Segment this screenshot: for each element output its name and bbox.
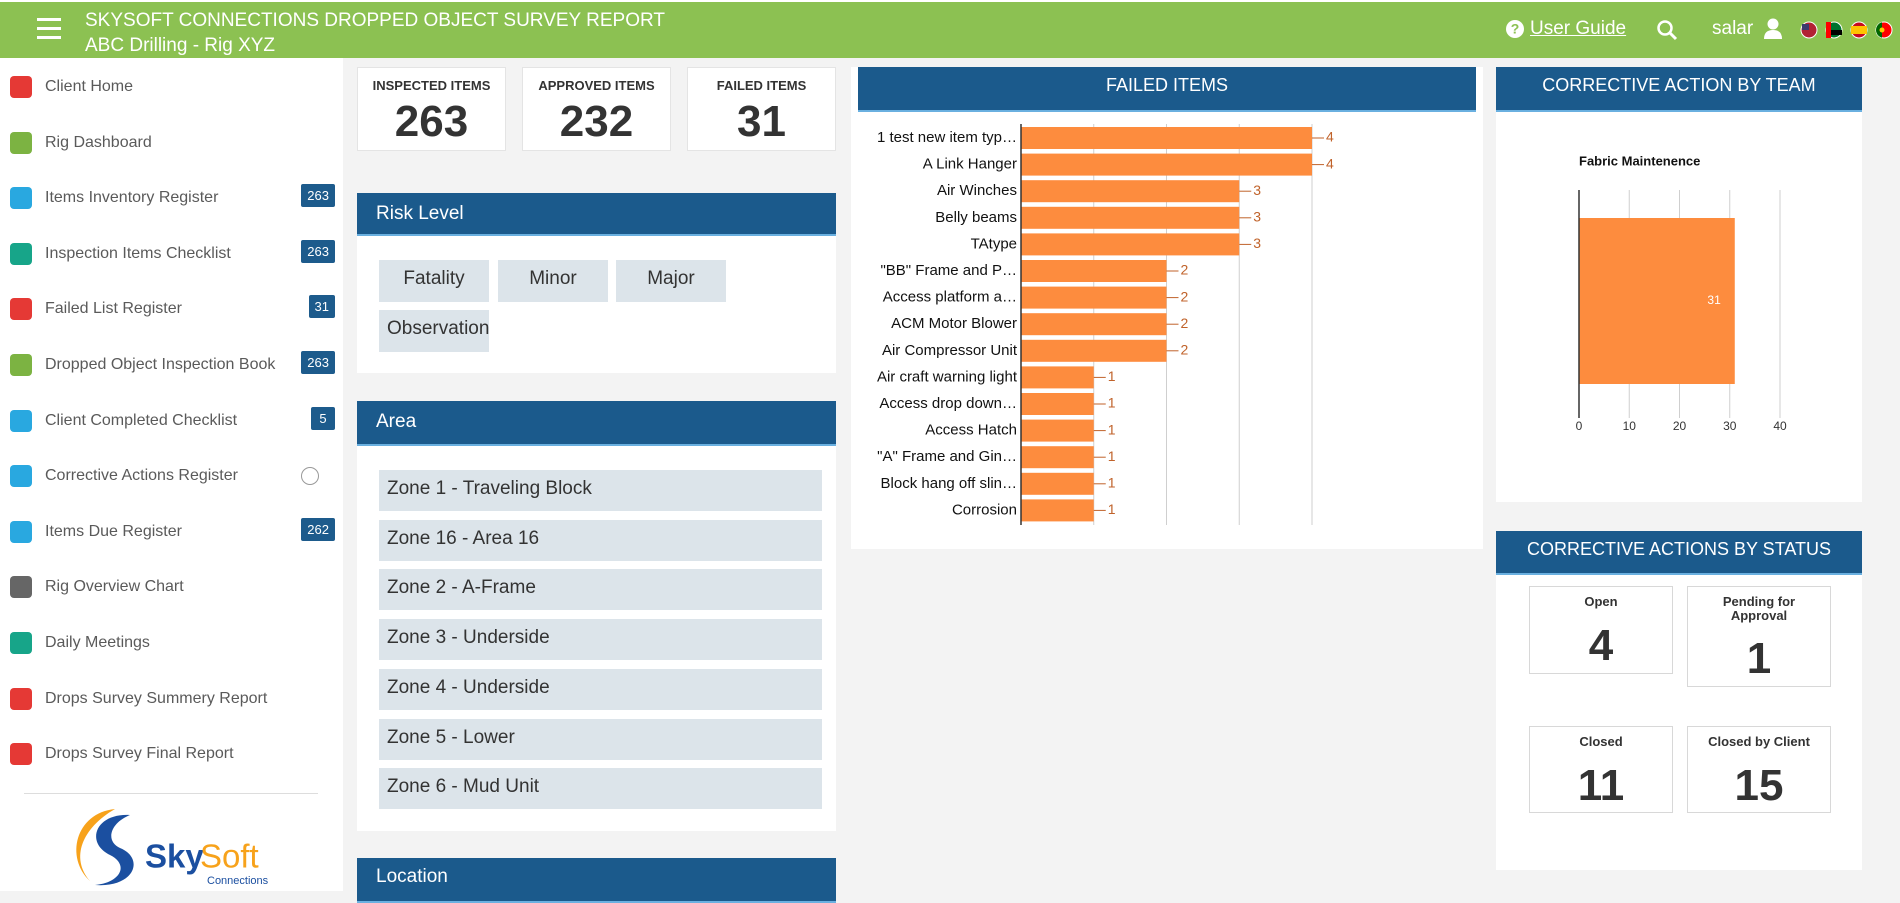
stat-value: 263	[394, 97, 469, 146]
user-name[interactable]: salar	[1712, 18, 1754, 39]
nav-label[interactable]: Rig Dashboard	[45, 133, 152, 151]
status-label: Open	[1584, 594, 1618, 609]
nav-icon	[10, 632, 32, 654]
expand-icon[interactable]	[301, 467, 319, 486]
logo: Sky Soft Connections	[76, 809, 269, 887]
area-filter[interactable]: Zone 6 - Mud Unit	[379, 768, 822, 810]
risk-filter[interactable]: Minor	[498, 260, 608, 302]
nav-icon	[10, 298, 32, 321]
status-panel: CORRECTIVE ACTIONS BY STATUS	[1496, 531, 1862, 870]
team-header: CORRECTIVE ACTION BY TEAM	[1496, 67, 1862, 112]
svg-text:?: ?	[1511, 21, 1520, 37]
nav-icon	[10, 76, 32, 98]
sidebar: Sky Soft Connections Client Home Rig Dash…	[0, 58, 343, 891]
stat-label: APPROVED ITEMS	[538, 78, 655, 93]
nav-label[interactable]: Corrective Actions Register	[45, 467, 238, 485]
area-filter[interactable]: Zone 5 - Lower	[379, 718, 822, 760]
failed-items-panel: FAILED ITEMS	[851, 67, 1483, 549]
status-value: 1	[1746, 634, 1772, 684]
menu-icon[interactable]	[37, 18, 61, 40]
status-value: 15	[1734, 760, 1784, 810]
failed-items-header: FAILED ITEMS	[858, 67, 1476, 112]
nav-label[interactable]: Rig Overview Chart	[45, 578, 184, 596]
risk-filter[interactable]: Major	[616, 260, 726, 302]
divider	[24, 793, 318, 794]
team-panel: CORRECTIVE ACTION BY TEAM	[1496, 67, 1862, 502]
risk-filter[interactable]: Fatality	[379, 260, 489, 302]
status-label: Closed by Client	[1708, 734, 1810, 749]
stat-label: FAILED ITEMS	[716, 78, 807, 93]
nav-label[interactable]: Inspection Items Checklist	[45, 244, 231, 262]
stat-label: INSPECTED ITEMS	[372, 78, 491, 93]
status-label: Closed	[1579, 734, 1623, 749]
area-panel: Area	[357, 401, 836, 831]
status-value: 4	[1588, 620, 1614, 670]
nav-label[interactable]: Drops Survey Final Report	[45, 745, 234, 763]
search-icon[interactable]	[1656, 19, 1678, 41]
nav-badge: 5	[311, 406, 335, 430]
location-header: Location	[357, 858, 836, 903]
area-filter[interactable]: Zone 16 - Area 16	[379, 519, 822, 561]
stat-card: FAILED ITEMS 31	[687, 67, 836, 151]
nav-label[interactable]: Items Inventory Register	[45, 189, 219, 207]
nav-badge: 263	[301, 184, 335, 208]
app-title: SKYSOFT CONNECTIONS DROPPED OBJECT SURVE…	[85, 10, 665, 31]
area-filter[interactable]: Zone 4 - Underside	[379, 668, 822, 710]
nav-icon	[10, 520, 32, 543]
status-card: Closed by Client 15	[1687, 726, 1831, 813]
nav-icon	[10, 187, 32, 210]
risk-filter[interactable]: Observation	[379, 310, 489, 352]
area-header: Area	[357, 401, 836, 446]
status-header: CORRECTIVE ACTIONS BY STATUS	[1496, 531, 1862, 575]
nav-icon	[10, 409, 32, 432]
nav-label[interactable]: Items Due Register	[45, 522, 182, 540]
nav-label[interactable]: Client Home	[45, 78, 134, 95]
risk-header: Risk Level	[357, 193, 836, 236]
nav-icon	[10, 576, 32, 599]
area-filter[interactable]: Zone 2 - A-Frame	[379, 569, 822, 611]
status-card: Open 4	[1529, 586, 1673, 674]
status-card: Pending for Approval 1	[1687, 586, 1831, 687]
nav-label[interactable]: Drops Survey Summery Report	[45, 689, 268, 707]
nav-badge: 31	[308, 295, 335, 319]
nav-badge: 263	[301, 351, 335, 374]
location-panel: Location	[357, 858, 836, 903]
rig-name: ABC Drilling - Rig XYZ	[85, 35, 276, 56]
status-label: Pending for Approval	[1722, 594, 1796, 623]
nav-badge: 262	[301, 517, 335, 541]
nav-label[interactable]: Daily Meetings	[45, 634, 150, 651]
stat-card: APPROVED ITEMS 232	[522, 67, 671, 151]
nav-label[interactable]: Client Completed Checklist	[45, 411, 238, 429]
nav-icon	[10, 242, 32, 265]
nav-badge: 263	[301, 239, 335, 263]
stat-value: 31	[737, 97, 786, 146]
logo-name-a: Sky	[145, 838, 204, 875]
nav-icon	[10, 131, 32, 154]
nav-icon	[10, 354, 32, 376]
language-flags[interactable]	[1800, 20, 1895, 40]
nav-icon	[10, 465, 32, 488]
nav-icon	[10, 743, 32, 766]
logo-name-b: Soft	[200, 838, 259, 875]
stat-value: 232	[559, 97, 634, 146]
status-card: Closed 11	[1529, 726, 1673, 813]
area-filter[interactable]: Zone 1 - Traveling Block	[379, 470, 822, 511]
nav-label[interactable]: Dropped Object Inspection Book	[45, 356, 276, 373]
logo-tagline: Connections	[207, 875, 269, 887]
nav-label[interactable]: Failed List Register	[45, 300, 182, 318]
area-filter[interactable]: Zone 3 - Underside	[379, 619, 822, 661]
user-guide-link[interactable]: User Guide	[1530, 18, 1627, 39]
header: SKYSOFT CONNECTIONS DROPPED OBJECT SURVE…	[0, 0, 1900, 58]
user-icon[interactable]	[1763, 18, 1783, 40]
status-value: 11	[1577, 760, 1625, 810]
stat-card: INSPECTED ITEMS 263	[357, 67, 506, 151]
help-icon: ?	[1506, 20, 1524, 38]
nav-icon	[10, 687, 32, 710]
